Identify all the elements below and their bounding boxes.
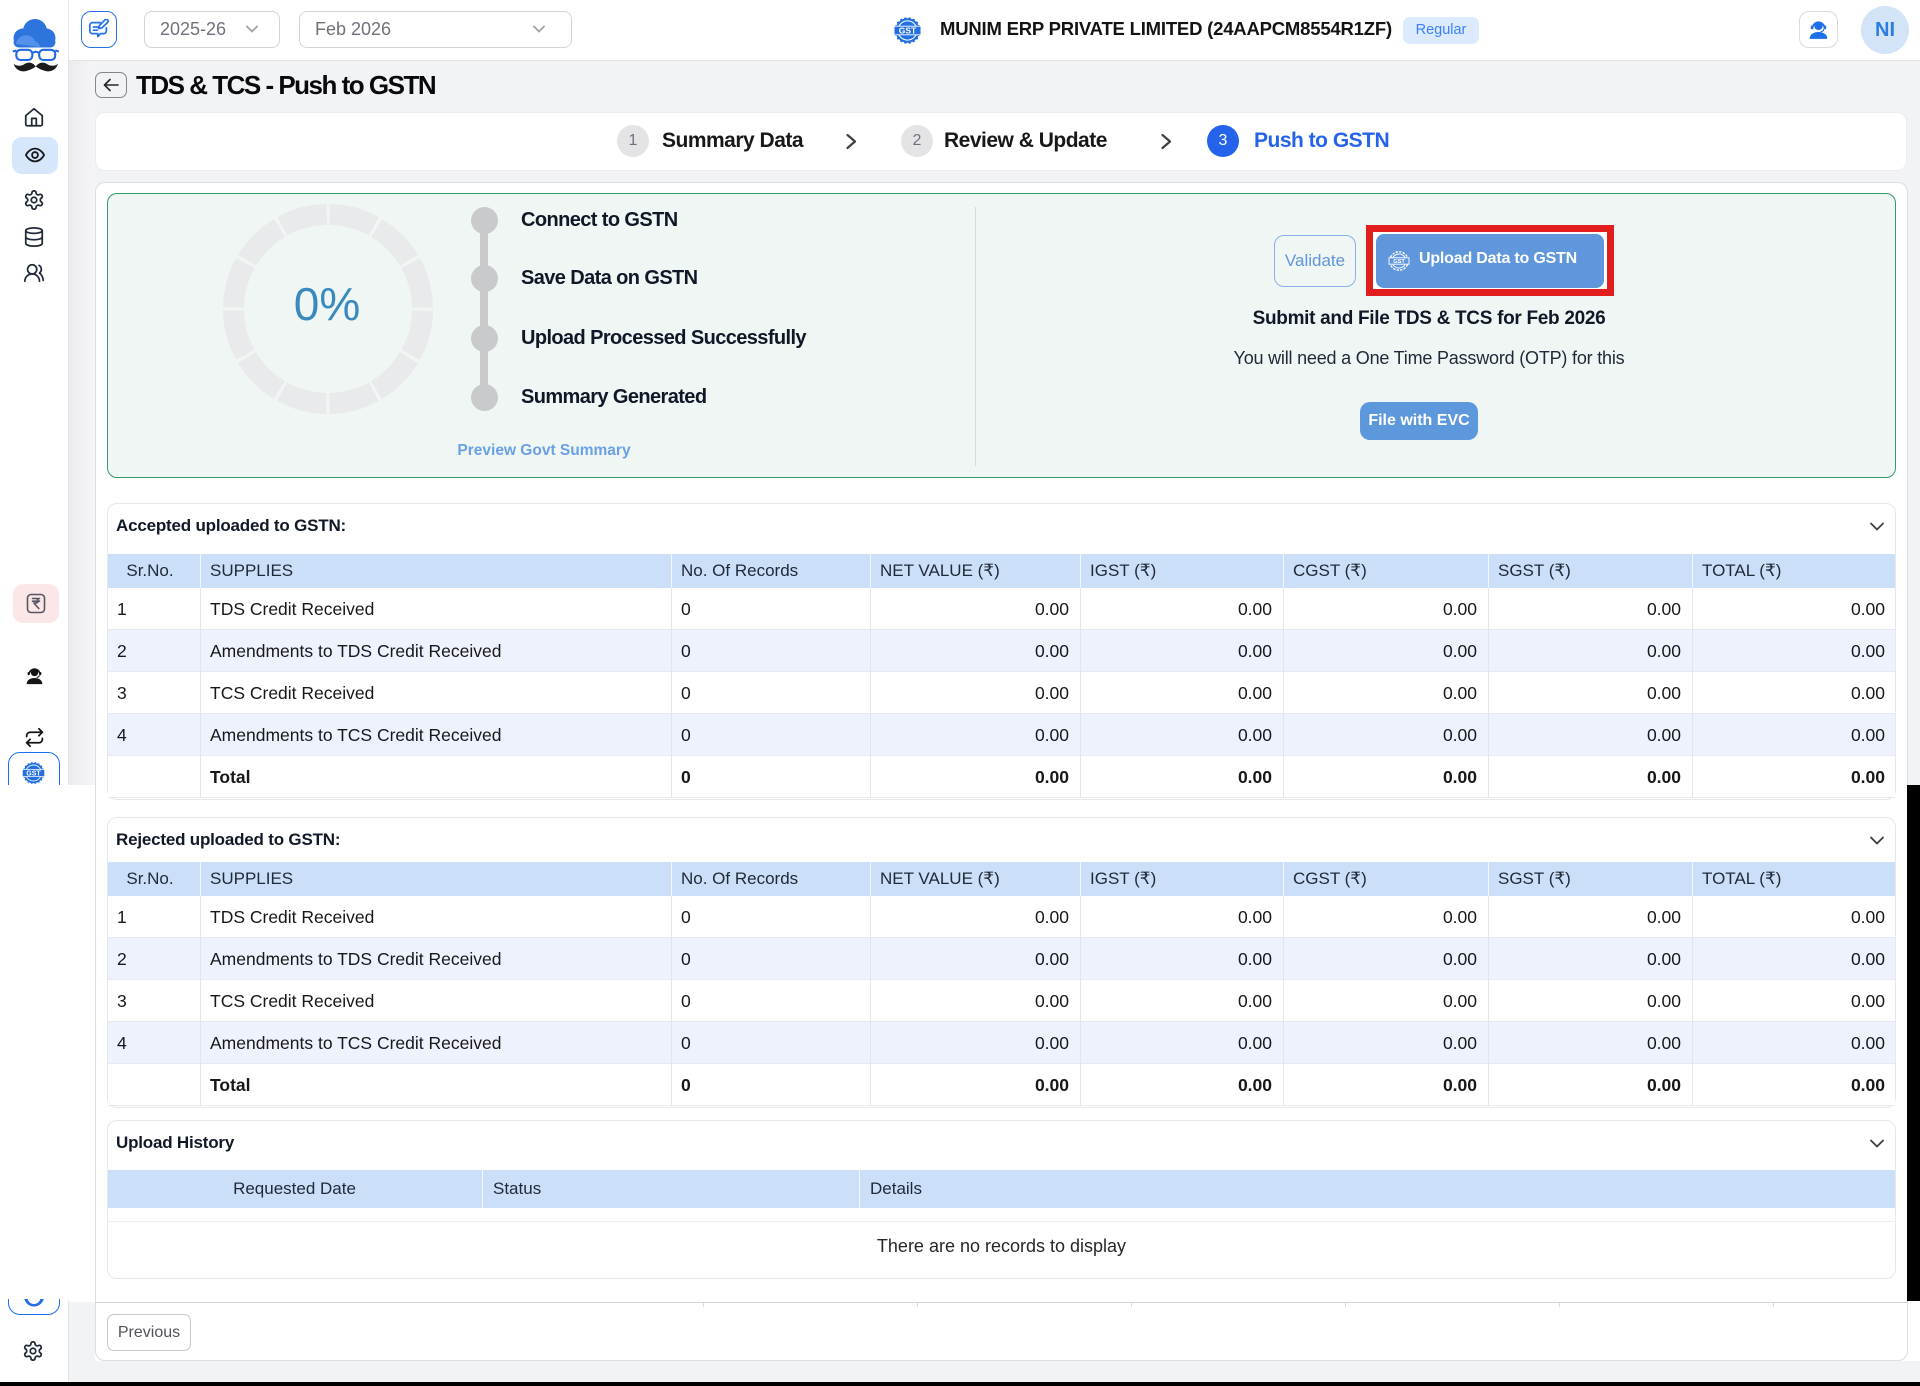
svg-text:GST: GST [1393,259,1405,265]
svg-text:GST: GST [899,26,917,36]
svg-text:GST: GST [26,770,41,777]
